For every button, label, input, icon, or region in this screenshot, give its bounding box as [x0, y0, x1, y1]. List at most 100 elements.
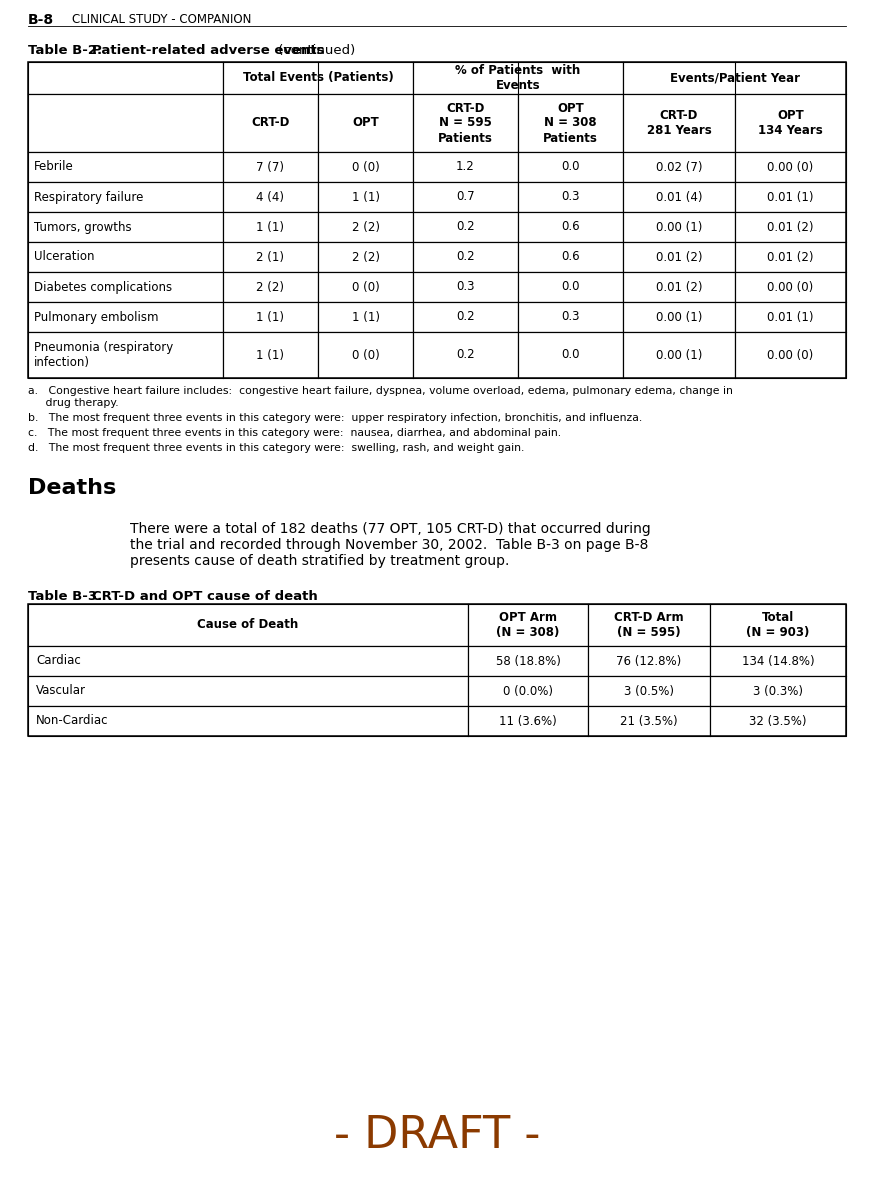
Text: 0.01 (2): 0.01 (2) — [767, 221, 814, 234]
Bar — [518, 242, 623, 272]
Bar — [623, 181, 735, 213]
Bar — [623, 213, 735, 242]
Bar — [413, 332, 518, 378]
Text: Total
(N = 903): Total (N = 903) — [746, 611, 809, 639]
Bar — [413, 152, 518, 181]
Text: Pulmonary embolism: Pulmonary embolism — [34, 310, 158, 324]
Bar — [518, 152, 623, 181]
Bar — [710, 676, 846, 706]
Text: 11 (3.6%): 11 (3.6%) — [499, 714, 557, 727]
Text: 7 (7): 7 (7) — [256, 160, 285, 173]
Bar — [28, 242, 223, 272]
Text: 0.00 (0): 0.00 (0) — [767, 349, 814, 362]
Bar — [223, 213, 318, 242]
Text: OPT Arm
(N = 308): OPT Arm (N = 308) — [496, 611, 559, 639]
Bar — [28, 706, 468, 736]
Text: 0.00 (0): 0.00 (0) — [767, 160, 814, 173]
Text: CRT-D
N = 595
Patients: CRT-D N = 595 Patients — [438, 101, 493, 144]
Text: - DRAFT -: - DRAFT - — [334, 1114, 540, 1157]
Text: (continued): (continued) — [274, 44, 355, 57]
Text: 0.00 (1): 0.00 (1) — [656, 349, 702, 362]
Text: 1 (1): 1 (1) — [351, 191, 379, 203]
Bar — [413, 181, 518, 213]
Text: 0.3: 0.3 — [561, 310, 579, 324]
Text: CRT-D: CRT-D — [252, 117, 289, 129]
Bar — [318, 302, 413, 332]
Text: OPT
N = 308
Patients: OPT N = 308 Patients — [543, 101, 598, 144]
Text: 0.2: 0.2 — [456, 349, 475, 362]
Text: 32 (3.5%): 32 (3.5%) — [749, 714, 807, 727]
Bar — [588, 676, 710, 706]
Text: 0 (0): 0 (0) — [351, 160, 379, 173]
Text: 0.0: 0.0 — [561, 160, 579, 173]
Bar — [623, 302, 735, 332]
Text: Cardiac: Cardiac — [36, 654, 80, 667]
Bar — [28, 62, 846, 378]
Text: Pneumonia (respiratory
infection): Pneumonia (respiratory infection) — [34, 341, 173, 369]
Bar — [28, 676, 468, 706]
Bar — [735, 152, 846, 181]
Text: 0.2: 0.2 — [456, 251, 475, 264]
Text: 76 (12.8%): 76 (12.8%) — [616, 654, 682, 667]
Bar — [518, 302, 623, 332]
Bar — [318, 94, 413, 152]
Bar — [468, 706, 588, 736]
Text: 3 (0.3%): 3 (0.3%) — [753, 684, 803, 697]
Text: 0.6: 0.6 — [561, 251, 579, 264]
Text: B-8: B-8 — [28, 13, 54, 27]
Bar — [735, 332, 846, 378]
Text: 1 (1): 1 (1) — [256, 349, 285, 362]
Bar — [318, 332, 413, 378]
Bar — [28, 646, 468, 676]
Text: 0.7: 0.7 — [456, 191, 475, 203]
Bar — [28, 181, 223, 213]
Text: 4 (4): 4 (4) — [256, 191, 285, 203]
Bar — [223, 152, 318, 181]
Bar — [735, 94, 846, 152]
Text: 0 (0): 0 (0) — [351, 349, 379, 362]
Text: Respiratory failure: Respiratory failure — [34, 191, 143, 203]
Text: 0.02 (7): 0.02 (7) — [656, 160, 702, 173]
Text: 2 (2): 2 (2) — [351, 251, 379, 264]
Text: 0.01 (2): 0.01 (2) — [656, 281, 702, 294]
Bar — [623, 242, 735, 272]
Bar — [710, 646, 846, 676]
Bar — [468, 604, 588, 646]
Bar — [318, 181, 413, 213]
Text: 0.0: 0.0 — [561, 281, 579, 294]
Bar — [223, 332, 318, 378]
Text: % of Patients  with
Events: % of Patients with Events — [455, 64, 580, 92]
Bar — [223, 181, 318, 213]
Text: b.   The most frequent three events in this category were:  upper respiratory in: b. The most frequent three events in thi… — [28, 413, 642, 423]
Bar — [413, 94, 518, 152]
Bar — [413, 213, 518, 242]
Text: Total Events (Patients): Total Events (Patients) — [243, 72, 393, 85]
Bar — [623, 62, 846, 94]
Bar — [623, 94, 735, 152]
Bar — [588, 706, 710, 736]
Bar — [28, 62, 223, 94]
Bar — [735, 272, 846, 302]
Bar — [623, 152, 735, 181]
Text: 2 (1): 2 (1) — [256, 251, 285, 264]
Bar — [588, 604, 710, 646]
Text: 0.01 (1): 0.01 (1) — [767, 191, 814, 203]
Text: 21 (3.5%): 21 (3.5%) — [621, 714, 678, 727]
Text: 0.3: 0.3 — [561, 191, 579, 203]
Text: 3 (0.5%): 3 (0.5%) — [624, 684, 674, 697]
Bar — [28, 272, 223, 302]
Text: OPT: OPT — [352, 117, 378, 129]
Bar — [28, 604, 846, 736]
Text: CLINICAL STUDY - COMPANION: CLINICAL STUDY - COMPANION — [72, 13, 252, 26]
Text: CRT-D and OPT cause of death: CRT-D and OPT cause of death — [92, 590, 318, 603]
Bar — [588, 646, 710, 676]
Bar — [223, 94, 318, 152]
Bar — [318, 242, 413, 272]
Text: Table B-3.: Table B-3. — [28, 590, 102, 603]
Bar — [735, 302, 846, 332]
Text: 1 (1): 1 (1) — [256, 221, 285, 234]
Bar — [735, 242, 846, 272]
Bar — [223, 272, 318, 302]
Bar — [710, 706, 846, 736]
Text: d.   The most frequent three events in this category were:  swelling, rash, and : d. The most frequent three events in thi… — [28, 443, 524, 453]
